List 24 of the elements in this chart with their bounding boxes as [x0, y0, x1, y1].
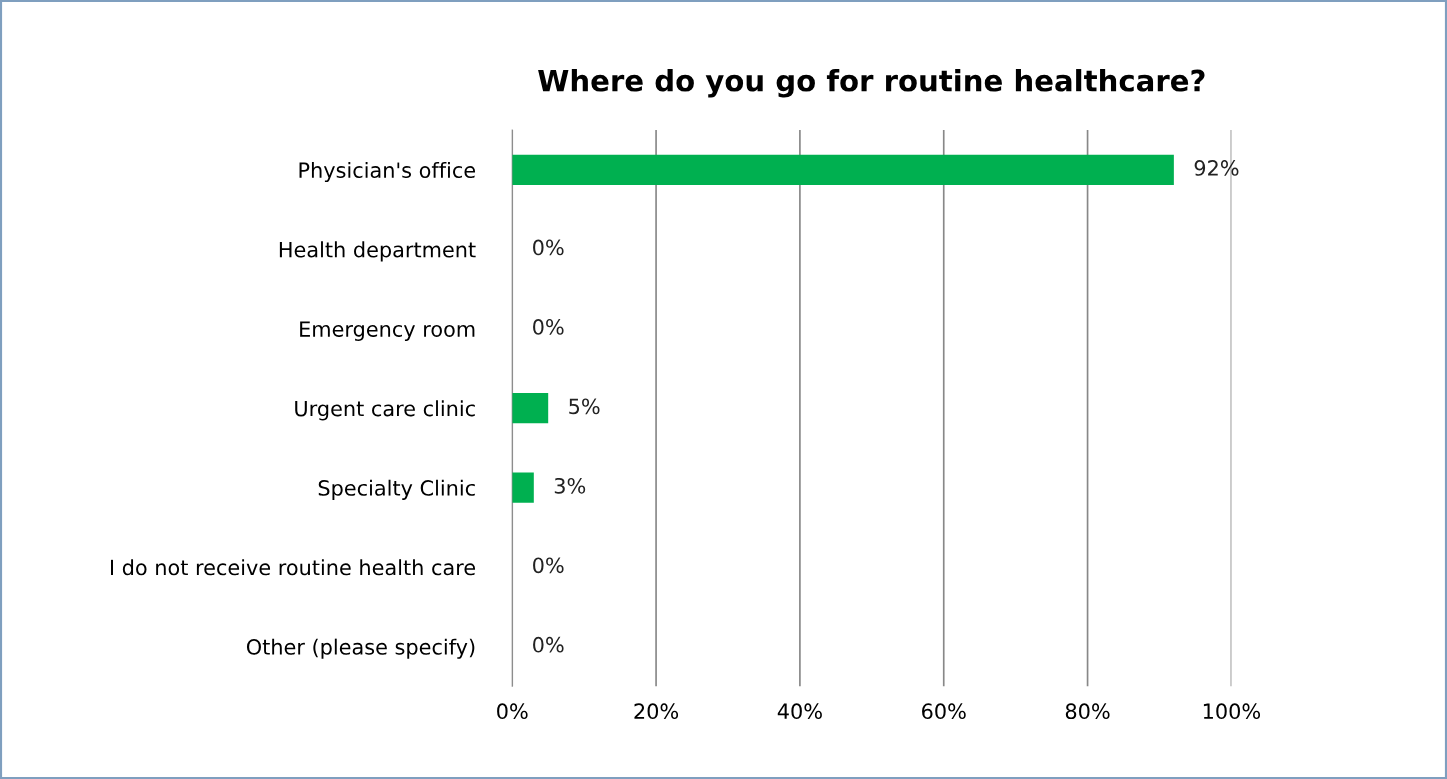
- y-tick-label: Specialty Clinic: [318, 479, 475, 500]
- y-tick-label: Physician's office: [299, 161, 476, 183]
- x-tick-label: 60%: [922, 703, 966, 720]
- y-tick-label: Health department: [279, 241, 476, 262]
- data-label: 3%: [554, 477, 586, 494]
- y-tick-label: Other (please specify): [246, 638, 475, 659]
- data-label: 92%: [1194, 160, 1239, 176]
- bar: [512, 472, 534, 503]
- data-label: 0%: [533, 557, 564, 574]
- data-label: 0%: [533, 636, 564, 653]
- data-label: 5%: [569, 398, 600, 415]
- y-tick-label: I do not receive routine health care: [110, 559, 476, 576]
- x-tick-label: 0%: [497, 703, 528, 720]
- chart-title: Where do you go for routine healthcare?: [538, 69, 1205, 98]
- data-label: 0%: [533, 239, 564, 256]
- x-tick-label: 20%: [634, 703, 679, 720]
- bar: [512, 154, 1174, 185]
- x-tick-label: 40%: [777, 703, 822, 720]
- x-tick-label: 100%: [1203, 703, 1261, 720]
- bar: [512, 393, 549, 424]
- x-tick-label: 80%: [1065, 703, 1110, 720]
- y-tick-label: Emergency room: [300, 321, 475, 341]
- y-tick-label: Urgent care clinic: [295, 400, 475, 421]
- data-label: 0%: [533, 319, 564, 335]
